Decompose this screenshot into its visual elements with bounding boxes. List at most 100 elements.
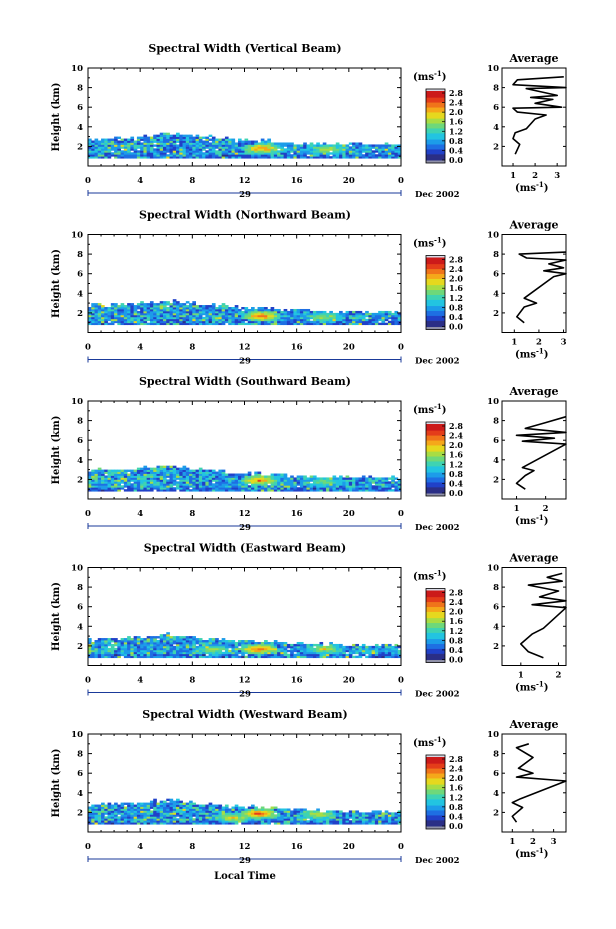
colorbar-tick-label: 0.8: [449, 469, 463, 479]
x-tick-label: 4: [137, 343, 143, 353]
average-profile-line: [511, 743, 567, 823]
date-day-label: 29: [239, 690, 251, 700]
x-tick-label: 0: [85, 176, 91, 186]
colorbar-tick-label: 0.0: [449, 155, 463, 165]
colorbar-tick-label: 0.0: [449, 821, 463, 831]
colorbar: 0.00.40.81.21.62.02.42.8: [425, 88, 463, 165]
colorbar-tick-label: 1.6: [449, 283, 463, 293]
x-tick-label: 20: [343, 176, 355, 186]
average-x-tick-label: 3: [551, 837, 557, 847]
average-title: Average: [508, 552, 558, 565]
average-y-tick-label: 4: [493, 123, 499, 133]
average-y-tick-label: 8: [493, 417, 499, 427]
panel-title: Spectral Width (Eastward Beam): [144, 542, 346, 555]
average-y-tick-label: 10: [487, 564, 499, 574]
date-day-label: 29: [239, 190, 251, 200]
x-tick-label: 0: [85, 509, 91, 519]
colorbar-tick-label: 2.4: [449, 98, 463, 108]
average-y-tick-label: 8: [493, 250, 499, 260]
y-tick-label: 8: [77, 84, 83, 94]
x-tick-label: 0: [398, 509, 404, 519]
colorbar-tick-label: 2.8: [449, 421, 463, 431]
y-axis-label: Height (km): [51, 83, 62, 152]
x-tick-label: 4: [137, 842, 143, 852]
colorbar-tick-label: 1.2: [449, 293, 463, 303]
average-frame: [501, 234, 567, 333]
colorbar-tick-label: 2.0: [449, 107, 463, 117]
colorbar-tick-label: 2.4: [449, 264, 463, 274]
colorbar-tick-label: 2.8: [449, 88, 463, 98]
average-y-tick-label: 6: [493, 103, 499, 113]
colorbar-tick-label: 1.2: [449, 792, 463, 802]
x-tick-label: 20: [343, 842, 355, 852]
panel-5: Spectral Width (Westward Beam)0 4 8 12 16 20 0…: [51, 708, 567, 866]
average-x-tick-label: 1: [514, 504, 520, 514]
y-tick-label: 10: [71, 64, 83, 74]
y-tick-label: 8: [77, 417, 83, 427]
average-y-tick-label: 2: [493, 475, 499, 485]
average-profile-line: [520, 572, 567, 659]
colorbar-tick-label: 1.2: [449, 626, 463, 636]
x-tick-label: 8: [189, 676, 195, 686]
average-x-tick-label: 2: [530, 837, 536, 847]
colorbar-tick-label: 2.0: [449, 274, 463, 284]
colorbar-tick-label: 0.4: [449, 478, 463, 488]
x-tick-label: 0: [398, 176, 404, 186]
x-tick-label: 4: [137, 509, 143, 519]
colorbar-tick-label: 2.0: [449, 440, 463, 450]
panel-4: Spectral Width (Eastward Beam)0 4 8 12 16 20 0…: [51, 542, 567, 700]
colorbar: 0.00.40.81.21.62.02.42.8: [425, 754, 463, 831]
average-frame: [501, 400, 567, 500]
x-tick-label: 16: [291, 176, 303, 186]
average-title: Average: [508, 385, 558, 398]
x-tick-label: 0: [85, 676, 91, 686]
colorbar-tick-label: 1.6: [449, 616, 463, 626]
date-month-label: Dec 2002: [415, 357, 460, 367]
y-tick-label: 6: [77, 103, 83, 113]
average-y-tick-label: 6: [493, 270, 499, 280]
y-tick-label: 4: [77, 622, 83, 632]
y-tick-label: 8: [77, 583, 83, 593]
date-day-label: 29: [239, 357, 251, 367]
x-tick-label: 8: [189, 509, 195, 519]
colorbar-tick-label: 0.0: [449, 322, 463, 332]
average-x-tick-label: 3: [554, 171, 560, 181]
average-y-tick-label: 10: [487, 231, 499, 241]
average-y-tick-label: 8: [493, 84, 499, 94]
colorbar-tick-label: 2.4: [449, 597, 463, 607]
average-y-tick-label: 10: [487, 64, 499, 74]
y-tick-label: 4: [77, 789, 83, 799]
colorbar-tick-label: 1.2: [449, 126, 463, 136]
colorbar-tick-label: 0.8: [449, 635, 463, 645]
average-title: Average: [508, 718, 558, 731]
colorbar-tick-label: 0.0: [449, 655, 463, 665]
x-tick-label: 0: [398, 676, 404, 686]
average-unit-label: (ms-1): [515, 846, 548, 860]
average-unit-label: (ms-1): [515, 347, 548, 361]
x-tick-label: 16: [291, 842, 303, 852]
average-y-tick-label: 4: [493, 789, 499, 799]
y-tick-label: 4: [77, 289, 83, 299]
colorbar-tick-label: 0.8: [449, 802, 463, 812]
x-tick-label: 12: [239, 509, 251, 519]
x-tick-label: 16: [291, 343, 303, 353]
x-tick-label: 12: [239, 676, 251, 686]
y-tick-label: 4: [77, 456, 83, 466]
y-tick-label: 10: [71, 564, 83, 574]
x-tick-label: 12: [239, 343, 251, 353]
x-tick-label: 20: [343, 676, 355, 686]
colorbar-tick-label: 0.4: [449, 645, 463, 655]
x-tick-label: 12: [239, 176, 251, 186]
colorbar-tick-label: 2.4: [449, 431, 463, 441]
colorbar-tick-label: 2.4: [449, 764, 463, 774]
heatmap-cells: [88, 798, 402, 825]
y-tick-label: 6: [77, 769, 83, 779]
average-unit-label: (ms-1): [515, 513, 548, 527]
average-y-tick-label: 8: [493, 583, 499, 593]
colorbar-tick-label: 1.2: [449, 459, 463, 469]
y-axis-label: Height (km): [51, 582, 62, 651]
date-month-label: Dec 2002: [415, 190, 460, 200]
